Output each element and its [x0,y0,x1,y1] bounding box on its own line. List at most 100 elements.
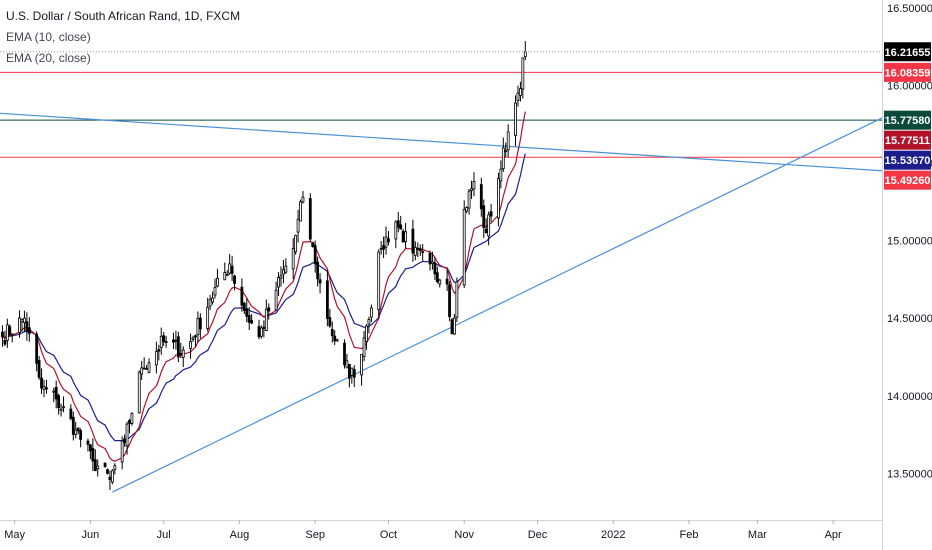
ema-10-legend[interactable]: EMA (10, close) [6,30,91,44]
price-labels: 16.21655 16.08359 15.77580 15.77511 15.53670… [884,42,931,190]
candle-body [137,371,141,414]
candle-body [189,341,192,349]
candle-body [484,228,488,234]
candle-body [504,150,508,153]
candle-body [157,349,161,352]
trend-lines[interactable] [0,112,883,493]
candle-body [62,406,65,409]
x-tick-label: Apr [825,529,842,541]
candle-body [113,465,117,470]
candle-body [401,230,405,243]
candle-body [208,299,212,307]
candle-body [431,261,434,264]
price-label-horizontal-line [884,170,931,190]
candle-body [448,284,451,318]
falling-trendline[interactable] [0,112,883,172]
candle-body [37,359,41,378]
candle-body [264,308,268,331]
chart-legend: U.S. Dollar / South African Rand, 1D, FX… [6,6,240,69]
candle-body [413,247,417,256]
candle-body [333,335,337,342]
candle-body [294,235,298,253]
candle-body [103,462,107,467]
candle-body [316,261,320,280]
candle-body [194,335,197,338]
time-axis[interactable]: May Jun Jul Aug Sep Oct Nov Dec 2022 Feb Mar Apr [4,520,842,541]
price-label-text: 15.77580 [885,115,931,127]
candle-body [245,308,249,317]
candle-body [435,272,439,283]
candle-body [59,408,63,411]
candle-body [291,247,295,270]
candle-body [181,349,185,358]
rising-trendline[interactable] [112,117,883,493]
x-tick-label: 2022 [601,529,625,541]
ema-10-path [2,111,526,462]
candle-body [330,328,334,336]
y-tick-label: 14.50000 [887,313,932,325]
y-tick-label: 13.50000 [887,468,932,480]
candle-body [360,353,363,376]
candle-body [125,423,129,447]
symbol-title[interactable]: U.S. Dollar / South African Rand, 1D, FX… [6,9,241,23]
candle-body [506,131,510,151]
candle-body [25,321,29,332]
candle-body [384,236,388,248]
x-tick-label: Jul [157,529,171,541]
candle-body [313,245,317,265]
x-tick-label: Aug [230,529,250,541]
candle-body [365,325,368,342]
candle-body [196,317,200,336]
candle-body [250,320,254,324]
candle-body [411,228,415,254]
candle-body [404,231,407,242]
candle-body [267,307,271,312]
price-label-horizontal-line [884,110,931,130]
candle-body [57,395,61,409]
candle-body [284,265,288,273]
price-label-text: 15.53670 [885,155,931,167]
candle-body [367,319,371,325]
candle-body [164,341,168,343]
candle-body [154,351,158,366]
candle-body [382,245,385,250]
candle-body [79,430,83,440]
candle-body [213,287,217,296]
candle-body [174,339,178,342]
candle-body [318,279,322,284]
candle-body [421,251,425,254]
candle-body [325,280,329,319]
candle-body [54,386,58,400]
candle-body [328,317,332,327]
candle-body [216,277,219,287]
candle-body [308,198,312,240]
candle-body [106,469,109,474]
candle-body [428,252,432,265]
candle-body [467,190,471,209]
candle-body [350,367,354,376]
candle-body [20,319,24,323]
ema-20-legend[interactable]: EMA (20, close) [6,51,91,65]
price-label-ema-10 [884,130,931,150]
candles [1,41,527,490]
price-label-text: 15.49260 [885,175,931,187]
candle-body [228,263,232,274]
candle-body [45,387,48,390]
candle-body [96,465,100,470]
candle-body [462,209,466,286]
candle-body [343,342,346,366]
candle-body [279,275,283,279]
price-label-text: 15.77511 [885,135,930,147]
candle-body [479,184,483,210]
candle-body [23,317,26,323]
y-tick-label: 15.00000 [887,236,932,248]
candle-body [211,297,214,303]
candle-body [8,326,12,335]
candle-body [108,476,112,481]
x-tick-label: Nov [454,529,474,541]
candle-body [191,337,195,340]
horizontal-lines[interactable] [0,71,882,158]
candle-body [277,277,280,288]
y-tick-label: 16.00000 [887,80,932,92]
